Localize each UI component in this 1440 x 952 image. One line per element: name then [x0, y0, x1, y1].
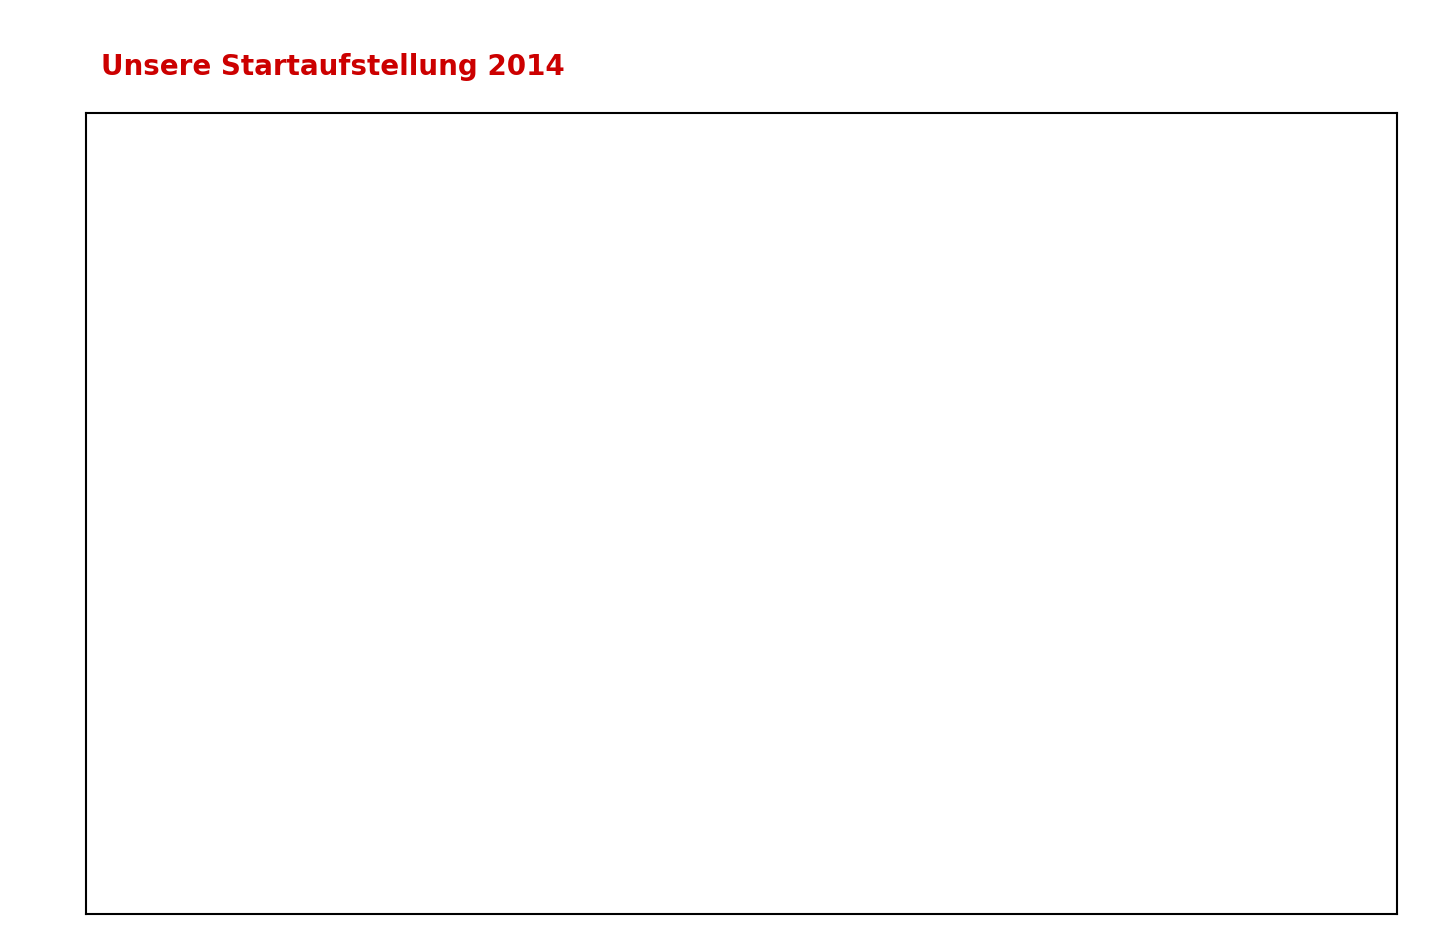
Text: Anleihen
50,00%: Anleihen 50,00%: [1135, 474, 1220, 516]
Text: Aktien
45,00%: Aktien 45,00%: [265, 412, 340, 453]
Wedge shape: [638, 659, 734, 807]
Text: Sachwerte
5,00%: Sachwerte 5,00%: [569, 869, 672, 910]
Text: Unsere Startaufstellung 2014: Unsere Startaufstellung 2014: [101, 53, 564, 81]
Wedge shape: [422, 183, 734, 792]
Wedge shape: [734, 183, 1047, 807]
